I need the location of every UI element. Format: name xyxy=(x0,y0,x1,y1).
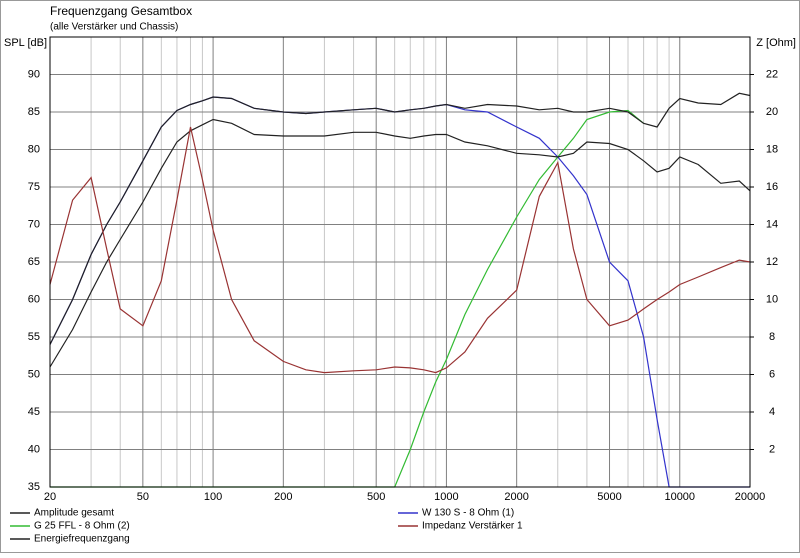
legend-label: W 130 S - 8 Ohm (1) xyxy=(422,508,514,519)
y-tick-label: 65 xyxy=(28,256,40,268)
chart-title: Frequenzgang Gesamtbox xyxy=(50,4,192,18)
legend-label: Impedanz Verstärker 1 xyxy=(422,521,523,532)
legend-label: Amplitude gesamt xyxy=(34,508,114,519)
y-tick-label: 35 xyxy=(28,481,40,493)
y2-tick-label: 18 xyxy=(766,143,778,155)
y2-tick-label: 6 xyxy=(769,368,775,380)
y-tick-label: 75 xyxy=(28,181,40,193)
y-tick-label: 80 xyxy=(28,143,40,155)
series-line xyxy=(49,126,751,374)
x-tick-label: 200 xyxy=(274,491,292,503)
y2-tick-label: 8 xyxy=(769,331,775,343)
legend-label: G 25 FFL - 8 Ohm (2) xyxy=(34,521,130,532)
y-tick-label: 70 xyxy=(28,218,40,230)
y2-axis-label: Z [Ohm] xyxy=(756,37,796,49)
y-tick-label: 60 xyxy=(28,293,40,305)
y2-tick-label: 22 xyxy=(766,68,778,80)
y2-tick-label: 4 xyxy=(769,406,775,418)
y-tick-label: 50 xyxy=(28,368,40,380)
x-tick-label: 10000 xyxy=(664,491,695,503)
y-axis-label: SPL [dB] xyxy=(4,37,47,49)
y-tick-label: 45 xyxy=(28,406,40,418)
x-tick-label: 20 xyxy=(44,491,56,503)
x-tick-label: 1000 xyxy=(434,491,458,503)
series-line xyxy=(49,118,751,368)
x-tick-label: 100 xyxy=(204,491,222,503)
legend-label: Energiefrequenzgang xyxy=(34,534,130,545)
y2-tick-label: 10 xyxy=(766,293,778,305)
y-tick-label: 55 xyxy=(28,331,40,343)
y2-tick-label: 20 xyxy=(766,106,778,118)
plot-border xyxy=(49,36,751,488)
x-tick-label: 50 xyxy=(137,491,149,503)
x-tick-label: 500 xyxy=(367,491,385,503)
y2-tick-label: 2 xyxy=(769,443,775,455)
x-tick-label: 2000 xyxy=(504,491,528,503)
chart-subtitle: (alle Verstärker und Chassis) xyxy=(50,22,178,33)
y-tick-label: 90 xyxy=(28,68,40,80)
y2-tick-label: 16 xyxy=(766,181,778,193)
x-tick-label: 20000 xyxy=(735,491,766,503)
y-tick-label: 85 xyxy=(28,106,40,118)
series-line xyxy=(49,92,751,345)
y2-tick-label: 12 xyxy=(766,256,778,268)
y-tick-label: 40 xyxy=(28,443,40,455)
legend: Amplitude gesamt W 130 S - 8 Ohm (1) G 25 … xyxy=(10,508,523,545)
y2-tick-label: 14 xyxy=(766,218,778,230)
x-tick-label: 5000 xyxy=(597,491,621,503)
